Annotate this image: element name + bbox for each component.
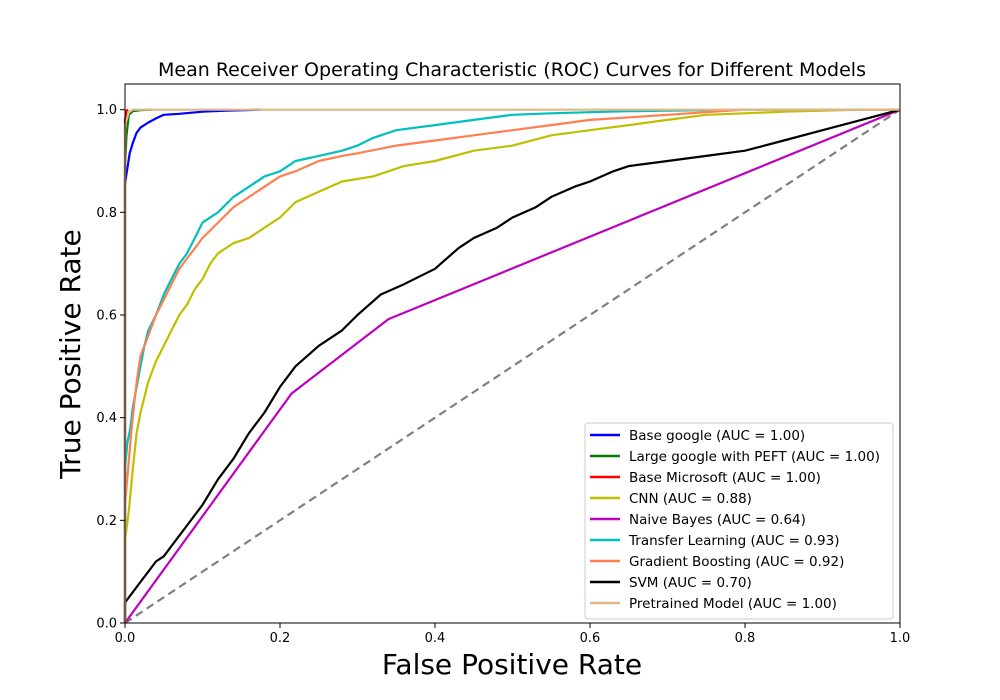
plot-frame [124,83,901,624]
series-line-4 [124,108,901,624]
chance-line [124,108,901,624]
legend-label: Naive Bayes (AUC = 0.64) [629,512,806,528]
x-tick-label: 0.2 [270,631,291,646]
x-tick-label: 1.0 [890,631,911,646]
legend-label: Base Microsoft (AUC = 1.00) [629,470,821,486]
legend-label: Pretrained Model (AUC = 1.00) [629,596,837,612]
y-tick-label: 0.0 [96,617,117,632]
y-tick-label: 0.8 [96,206,117,221]
series-line-0 [123,108,261,623]
x-tick-label: 0.4 [425,631,446,646]
legend-label: Transfer Learning (AUC = 0.93) [628,533,840,549]
series-line-5 [123,108,900,623]
legend-label: Large google with PEFT (AUC = 1.00) [629,449,880,465]
y-tick-label: 0.4 [96,411,117,426]
x-axis: 0.0 0.2 0.4 0.6 0.8 1.0 [115,623,911,646]
y-axis-label: True Positive Rate [54,229,87,479]
legend-label: Base google (AUC = 1.00) [629,428,805,444]
legend-label: CNN (AUC = 0.88) [629,491,752,507]
legend-label: SVM (AUC = 0.70) [629,575,752,591]
x-axis-label: False Positive Rate [382,648,642,681]
series-line-6 [123,108,900,623]
y-tick-label: 1.0 [96,103,117,118]
x-tick-label: 0.6 [580,631,601,646]
series-line-7 [123,108,901,623]
x-tick-label: 0.0 [115,631,136,646]
chart-title: Mean Receiver Operating Characteristic (… [158,59,866,81]
legend-box [584,422,894,620]
y-axis: 0.0 0.2 0.4 0.6 0.8 1.0 [96,103,125,632]
legend: Base google (AUC = 1.00) Large google wit… [584,422,894,620]
x-tick-label: 0.8 [735,631,756,646]
legend-label: Gradient Boosting (AUC = 0.92) [629,554,844,570]
series-line-3 [123,108,900,623]
y-tick-label: 0.6 [96,309,117,324]
y-tick-label: 0.2 [96,514,117,529]
